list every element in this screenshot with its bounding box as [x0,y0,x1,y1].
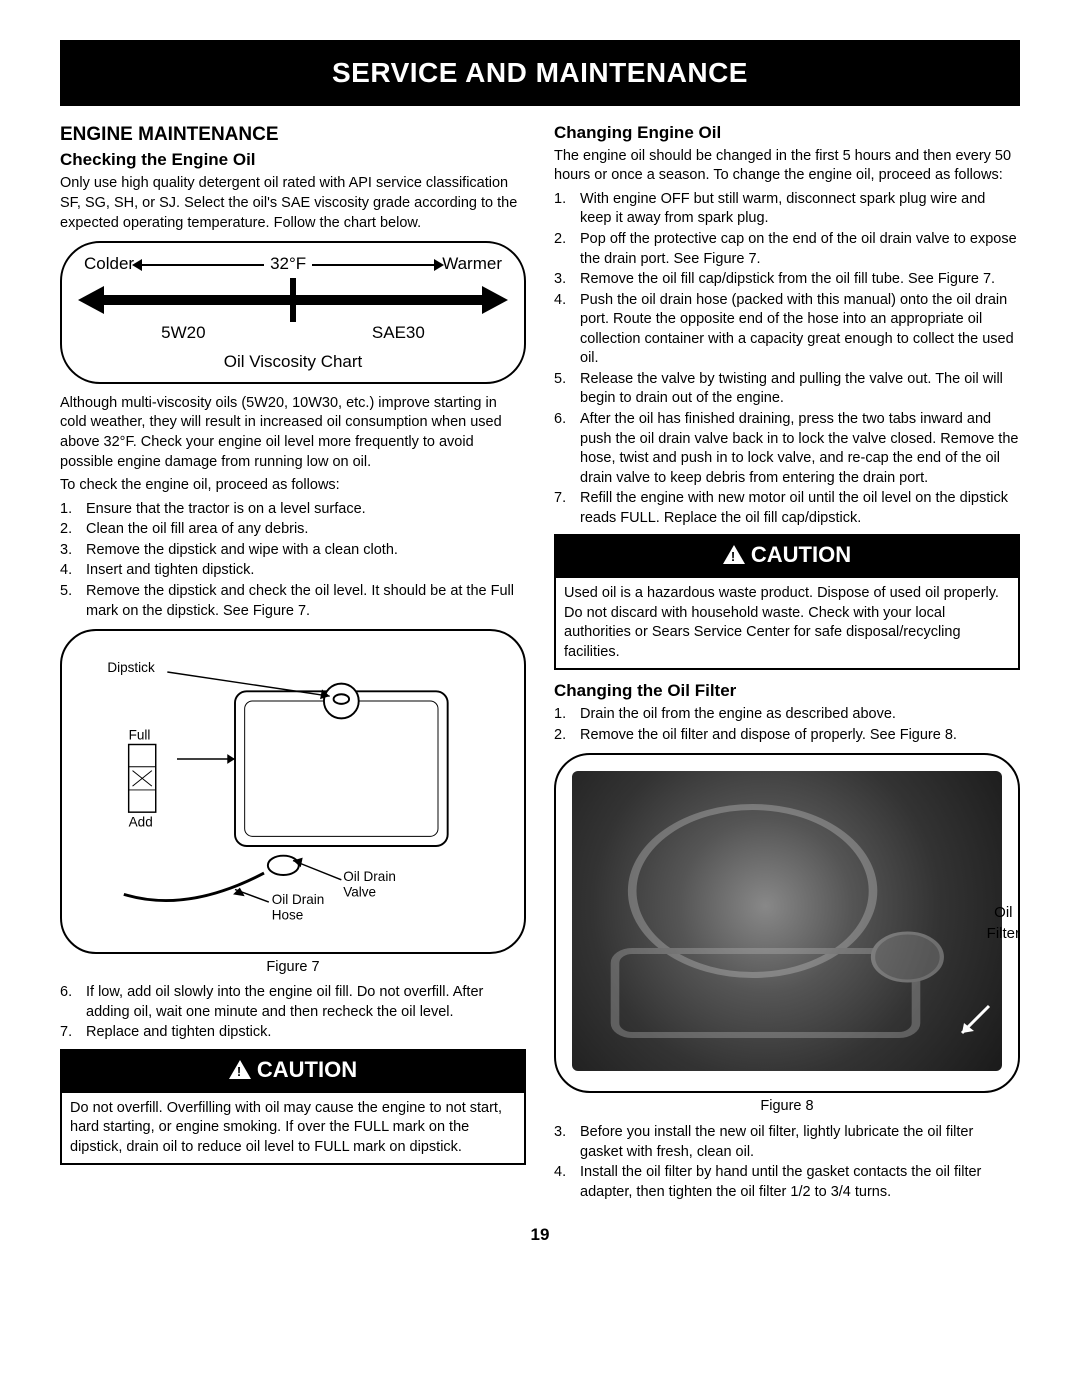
temp-label: 32°F [270,253,306,276]
check-oil-procedure-intro: To check the engine oil, proceed as foll… [60,476,526,496]
right-column: Changing Engine Oil The engine oil shoul… [554,122,1020,1208]
caution-box-left: Do not overfill. Overfilling with oil ma… [60,1091,526,1166]
list-item: Insert and tighten dipstick. [86,561,254,581]
checking-oil-heading: Checking the Engine Oil [60,149,526,172]
divider-icon [290,278,296,322]
list-item: Before you install the new oil filter, l… [580,1123,1020,1162]
caution-banner-right: CAUTION [554,534,1020,576]
check-oil-steps-1-5: 1.Ensure that the tractor is on a level … [60,500,526,621]
svg-text:Hose: Hose [272,908,304,923]
changing-filter-heading: Changing the Oil Filter [554,680,1020,703]
figure-7-caption: Figure 7 [60,958,526,978]
add-label: Add [129,815,153,830]
caution-label: CAUTION [257,1057,357,1082]
warning-triangle-icon [723,545,745,564]
checking-oil-intro: Only use high quality detergent oil rate… [60,174,526,233]
svg-text:Valve: Valve [343,884,376,899]
list-item: Pop off the protective cap on the end of… [580,230,1020,269]
section-banner: SERVICE AND MAINTENANCE [60,40,1020,106]
changing-oil-heading: Changing Engine Oil [554,122,1020,145]
figure-8-box: Oil Filter [554,753,1020,1093]
arrow-left-thin-icon [140,264,264,266]
list-item: Remove the oil filter and dispose of pro… [580,726,957,746]
arrow-left-icon [78,286,104,314]
caution-text: Do not overfill. Overfilling with oil ma… [70,1100,502,1155]
dipstick-label: Dipstick [107,660,155,675]
page-number: 19 [60,1224,1020,1247]
arrow-right-icon [482,286,508,314]
drain-hose-label: Oil Drain [272,892,325,907]
list-item: Replace and tighten dipstick. [86,1023,271,1043]
caution-box-right: Used oil is a hazardous waste product. D… [554,576,1020,670]
oil-sae30-label: SAE30 [372,322,425,345]
filter-steps-3-4: 3.Before you install the new oil filter,… [554,1123,1020,1202]
two-column-layout: ENGINE MAINTENANCE Checking the Engine O… [60,122,1020,1208]
multi-viscosity-note: Although multi-viscosity oils (5W20, 10W… [60,394,526,472]
list-item: Refill the engine with new motor oil unt… [580,489,1020,528]
list-item: Drain the oil from the engine as describ… [580,705,896,725]
list-item: Install the oil filter by hand until the… [580,1163,1020,1202]
caution-banner-left: CAUTION [60,1049,526,1091]
colder-label: Colder [84,253,134,276]
list-item: Remove the dipstick and check the oil le… [86,582,526,621]
list-item: With engine OFF but still warm, disconne… [580,190,1020,229]
arrow-right-thin-icon [312,264,436,266]
check-oil-steps-6-7: 6.If low, add oil slowly into the engine… [60,983,526,1043]
filter-steps-1-2: 1.Drain the oil from the engine as descr… [554,705,1020,745]
oil-5w20-label: 5W20 [161,322,205,345]
list-item: Remove the oil fill cap/dipstick from th… [580,270,995,290]
arrow-pointer-icon [954,1001,994,1041]
figure-8-caption: Figure 8 [554,1097,1020,1117]
engine-diagram-icon: Dipstick Full Add Oil Drain Valve Oil Dr… [74,643,512,933]
drain-valve-label: Oil Drain [343,869,396,884]
list-item: Push the oil drain hose (packed with thi… [580,291,1020,369]
caution-text: Used oil is a hazardous waste product. D… [564,585,999,660]
viscosity-chart-caption: Oil Viscosity Chart [78,351,508,374]
warning-triangle-icon [229,1060,251,1079]
list-item: After the oil has finished draining, pre… [580,410,1020,488]
list-item: Release the valve by twisting and pullin… [580,370,1020,409]
list-item: If low, add oil slowly into the engine o… [86,983,526,1022]
engine-maintenance-heading: ENGINE MAINTENANCE [60,122,526,148]
change-oil-steps: 1.With engine OFF but still warm, discon… [554,190,1020,529]
warmer-label: Warmer [442,253,502,276]
left-column: ENGINE MAINTENANCE Checking the Engine O… [60,122,526,1208]
list-item: Remove the dipstick and wipe with a clea… [86,541,398,561]
oil-filter-label: Oil Filter [987,903,1020,944]
caution-label: CAUTION [751,542,851,567]
engine-photo-placeholder [572,771,1002,1071]
list-item: Ensure that the tractor is on a level su… [86,500,366,520]
changing-oil-intro: The engine oil should be changed in the … [554,147,1020,186]
oil-viscosity-chart: Colder 32°F Warmer 5W20 SAE30 Oil Viscos… [60,241,526,384]
figure-7-box: Dipstick Full Add Oil Drain Valve Oil Dr… [60,629,526,954]
full-label: Full [129,728,151,743]
list-item: Clean the oil fill area of any debris. [86,520,308,540]
